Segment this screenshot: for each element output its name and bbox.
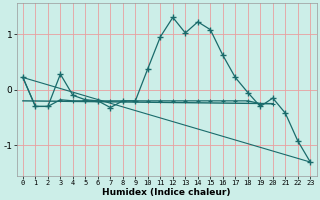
X-axis label: Humidex (Indice chaleur): Humidex (Indice chaleur)	[102, 188, 231, 197]
